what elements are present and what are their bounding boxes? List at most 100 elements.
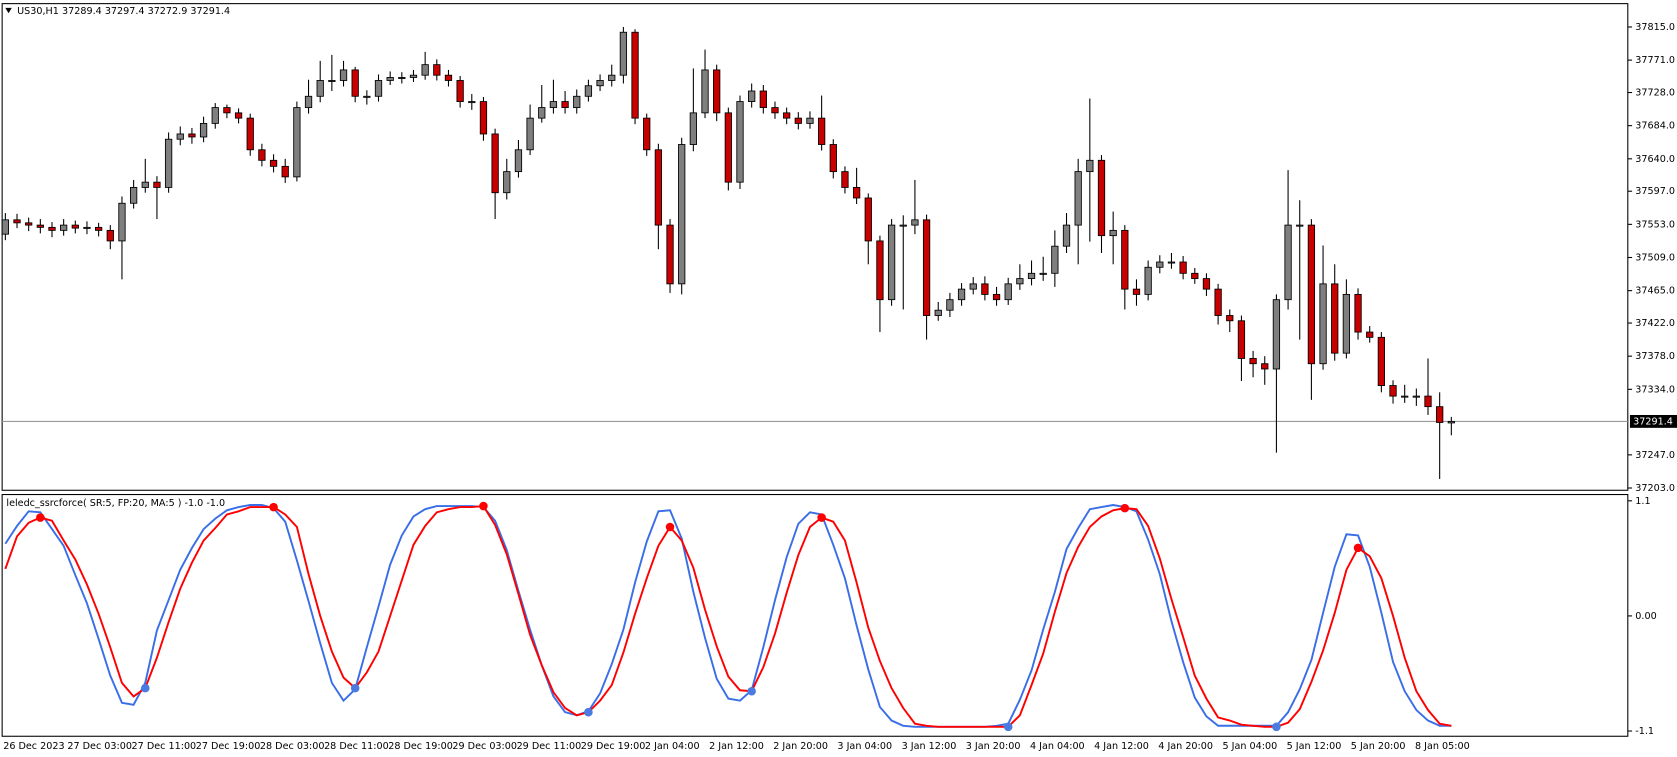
candle-body bbox=[1144, 266, 1152, 295]
y-tick-label: 37640.0 bbox=[1635, 154, 1675, 165]
y-tick-label: 37771.0 bbox=[1635, 55, 1675, 66]
x-tick-label: 28 Dec 03:00 bbox=[260, 741, 325, 752]
signal-dot bbox=[479, 501, 488, 511]
y-tick-label: 37334.0 bbox=[1635, 384, 1675, 395]
candle-body bbox=[258, 149, 266, 161]
candle-body bbox=[992, 293, 1001, 301]
candle-body bbox=[1121, 229, 1129, 290]
candle-body bbox=[1447, 420, 1455, 424]
candle-body bbox=[608, 74, 616, 81]
candle-body bbox=[1377, 336, 1386, 386]
x-tick-label: 4 Jan 20:00 bbox=[1158, 741, 1213, 752]
candle-body bbox=[1389, 385, 1397, 397]
candle-body bbox=[293, 107, 301, 178]
candle-body bbox=[339, 69, 348, 81]
candle-body bbox=[748, 90, 756, 102]
candle-body bbox=[25, 222, 33, 226]
x-tick-label: 29 Dec 03:00 bbox=[452, 741, 517, 752]
x-tick-label: 3 Jan 04:00 bbox=[837, 741, 892, 752]
candle-body bbox=[887, 224, 896, 301]
candle-body bbox=[666, 224, 674, 285]
candle-body bbox=[783, 112, 791, 119]
candle-body bbox=[141, 181, 149, 188]
candle-body bbox=[969, 283, 977, 290]
candle-body bbox=[654, 149, 663, 226]
signal-dot bbox=[350, 683, 360, 693]
candle-body bbox=[421, 64, 429, 76]
ohlc-readout: 37289.4 bbox=[62, 6, 102, 17]
signal-dot bbox=[1120, 503, 1130, 513]
signal-dot bbox=[584, 707, 593, 717]
candle-body bbox=[1202, 278, 1211, 290]
candle-body bbox=[584, 85, 593, 97]
candle-body bbox=[1016, 278, 1024, 285]
y-tick-label: 0.00 bbox=[1635, 611, 1656, 622]
candle-body bbox=[619, 31, 628, 76]
x-tick-label: 29 Dec 19:00 bbox=[581, 741, 646, 752]
y-tick-label: 37465.0 bbox=[1635, 286, 1675, 297]
candle-body bbox=[444, 74, 453, 81]
signal-dot bbox=[1003, 722, 1013, 732]
candle-body bbox=[1191, 272, 1199, 280]
last-price-label: 37291.4 bbox=[1633, 416, 1673, 427]
x-tick-label: 28 Dec 19:00 bbox=[388, 741, 453, 752]
y-tick-label: -1.1 bbox=[1635, 726, 1654, 737]
signal-dot bbox=[817, 513, 826, 522]
indicator-line bbox=[4, 505, 1452, 728]
indicator-title: leledc_ssrcforce( SR:5, FP:20, MA:5 ) -1… bbox=[6, 498, 225, 509]
candle-body bbox=[1132, 288, 1141, 295]
y-tick-label: 37553.0 bbox=[1635, 219, 1675, 230]
x-tick-label: 26 Dec 2023 bbox=[3, 741, 64, 752]
candle-body bbox=[281, 165, 289, 178]
candle-body bbox=[538, 107, 546, 119]
candle-body bbox=[1039, 272, 1047, 275]
candle-body bbox=[386, 77, 394, 81]
y-tick-label: 37247.0 bbox=[1635, 450, 1675, 461]
candle-body bbox=[1062, 224, 1071, 247]
candle-body bbox=[234, 112, 243, 119]
candle-body bbox=[736, 101, 744, 183]
candle-body bbox=[1051, 245, 1059, 274]
y-tick-label: 1.1 bbox=[1635, 496, 1650, 507]
x-tick-label: 28 Dec 11:00 bbox=[324, 741, 389, 752]
candle-body bbox=[864, 197, 872, 242]
candle-body bbox=[363, 95, 371, 98]
candle-body bbox=[83, 226, 91, 229]
candle-body bbox=[246, 117, 254, 151]
candle-body bbox=[701, 69, 709, 114]
candle-body bbox=[829, 144, 837, 173]
candle-body bbox=[1307, 224, 1316, 365]
y-tick-label: 37684.0 bbox=[1635, 121, 1675, 132]
candle-body bbox=[188, 133, 196, 138]
x-tick-label: 4 Jan 04:00 bbox=[1030, 741, 1085, 752]
x-tick-label: 29 Dec 11:00 bbox=[517, 741, 582, 752]
signal-dot bbox=[1353, 543, 1363, 553]
candle-body bbox=[759, 90, 767, 109]
candle-body bbox=[1214, 288, 1222, 316]
candle-body bbox=[199, 122, 208, 138]
candle-body bbox=[899, 224, 907, 227]
candle-body bbox=[514, 149, 523, 173]
x-tick-label: 27 Dec 19:00 bbox=[196, 741, 261, 752]
candle-body bbox=[1226, 315, 1234, 322]
candle-body bbox=[118, 202, 126, 242]
candle-body bbox=[1237, 320, 1246, 359]
x-tick-label: 2 Jan 20:00 bbox=[773, 741, 828, 752]
symbol-title: US30,H1 bbox=[17, 6, 59, 17]
candle-body bbox=[153, 181, 161, 188]
signal-dot bbox=[1272, 722, 1281, 732]
candle-body bbox=[817, 117, 826, 145]
candle-body bbox=[95, 226, 103, 231]
candle-body bbox=[1156, 261, 1164, 268]
y-tick-label: 37203.0 bbox=[1635, 483, 1675, 494]
signal-dot bbox=[747, 686, 756, 696]
candle-body bbox=[36, 224, 44, 228]
menu-arrow[interactable] bbox=[5, 7, 12, 14]
candle-body bbox=[1436, 406, 1444, 423]
x-tick-label: 5 Jan 20:00 bbox=[1351, 741, 1406, 752]
signal-dot bbox=[269, 502, 278, 512]
candle-body bbox=[981, 283, 989, 295]
candle-body bbox=[351, 69, 359, 97]
ohlc-readout: 37297.4 bbox=[105, 6, 145, 17]
